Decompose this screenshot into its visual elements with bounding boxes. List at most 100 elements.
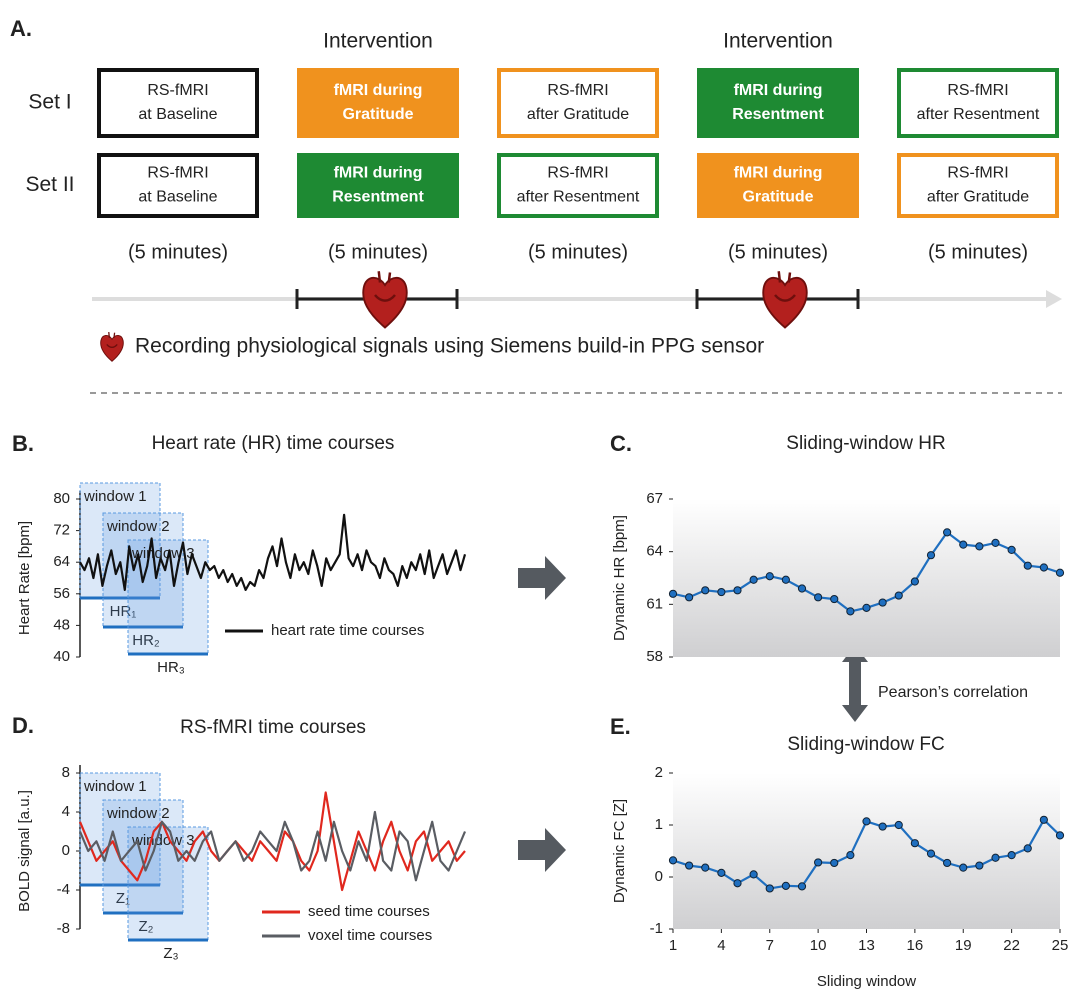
condition-text: RS-fMRI	[147, 165, 208, 182]
x-tick-label: 4	[717, 937, 725, 954]
flow-arrow	[518, 556, 566, 600]
legend-text: Recording physiological signals using Si…	[135, 335, 764, 358]
y-tick-label: 2	[655, 764, 663, 781]
point	[669, 590, 676, 597]
y-tick-label: 67	[646, 490, 663, 507]
point	[992, 539, 999, 546]
y-axis-label: BOLD signal [a.u.]	[16, 790, 33, 912]
point	[927, 850, 934, 857]
point	[944, 529, 951, 536]
point	[911, 578, 918, 585]
condition-text: fMRI during	[334, 165, 423, 182]
point	[976, 543, 983, 550]
point	[1008, 852, 1015, 859]
y-tick-label: 0	[62, 842, 70, 859]
point	[815, 859, 822, 866]
point	[911, 840, 918, 847]
condition-text: Gratitude	[742, 189, 813, 206]
point	[831, 595, 838, 602]
condition-text: fMRI during	[734, 165, 823, 182]
y-tick-label: -8	[57, 920, 70, 937]
point	[766, 885, 773, 892]
y-tick-label: -4	[57, 881, 70, 898]
condition-text: RS-fMRI	[547, 82, 608, 99]
point	[734, 587, 741, 594]
point	[782, 882, 789, 889]
y-tick-label: 72	[53, 522, 70, 539]
chart-title: Sliding-window FC	[787, 734, 944, 755]
heart-icon	[763, 271, 807, 327]
duration-label: (5 minutes)	[728, 241, 828, 263]
panel-label: E.	[610, 714, 631, 739]
condition-box	[499, 70, 657, 136]
intervention-label: Intervention	[323, 30, 433, 53]
x-tick-label: 22	[1003, 937, 1020, 954]
condition-text: RS-fMRI	[547, 165, 608, 182]
point	[734, 880, 741, 887]
y-axis-label: Heart Rate [bpm]	[16, 521, 33, 635]
point	[798, 585, 805, 592]
point	[1008, 546, 1015, 553]
y-axis-label: Dynamic FC [Z]	[611, 799, 628, 903]
y-tick-label: 61	[646, 595, 663, 612]
duration-label: (5 minutes)	[528, 241, 628, 263]
point	[879, 599, 886, 606]
panel-label: C.	[610, 431, 632, 456]
point	[669, 857, 676, 864]
heart-icon	[101, 332, 124, 361]
y-tick-label: 0	[655, 868, 663, 885]
point	[847, 608, 854, 615]
y-tick-label: -1	[650, 920, 663, 937]
point	[992, 854, 999, 861]
point	[782, 576, 789, 583]
condition-box	[699, 70, 857, 136]
duration-label: (5 minutes)	[328, 241, 428, 263]
chart-title: Heart rate (HR) time courses	[152, 433, 395, 454]
condition-text: Gratitude	[342, 106, 413, 123]
window-label: window 1	[83, 778, 147, 795]
point	[831, 859, 838, 866]
condition-text: after Resentment	[517, 189, 640, 206]
condition-text: at Baseline	[138, 106, 217, 123]
timeline-arrow	[1046, 290, 1062, 308]
panel-label: D.	[12, 713, 34, 738]
point	[750, 871, 757, 878]
x-tick-label: 25	[1052, 937, 1069, 954]
point	[1040, 564, 1047, 571]
point	[895, 821, 902, 828]
point	[1024, 562, 1031, 569]
heart-icon	[363, 271, 407, 327]
condition-box	[899, 70, 1057, 136]
condition-text: at Baseline	[138, 189, 217, 206]
point	[1056, 569, 1063, 576]
window-label: window 2	[106, 518, 170, 535]
y-tick-label: 48	[53, 616, 70, 633]
chart-title: Sliding-window HR	[786, 433, 945, 454]
point	[1024, 845, 1031, 852]
condition-text: RS-fMRI	[947, 82, 1008, 99]
point	[927, 552, 934, 559]
figure: A. Recording physiological signals using…	[0, 0, 1075, 993]
point	[686, 862, 693, 869]
window-label: window 3	[131, 832, 195, 849]
y-tick-label: 4	[62, 803, 70, 820]
point	[847, 852, 854, 859]
y-tick-label: 80	[53, 490, 70, 507]
point	[702, 864, 709, 871]
correlation-label: Pearson’s correlation	[878, 684, 1028, 701]
point	[879, 823, 886, 830]
x-tick-label: 19	[955, 937, 972, 954]
intervention-label: Intervention	[723, 30, 833, 53]
condition-text: after Gratitude	[927, 189, 1029, 206]
point	[702, 587, 709, 594]
point	[960, 541, 967, 548]
window-value-label: Z₃	[163, 945, 178, 962]
panel-label: B.	[12, 431, 34, 456]
point	[718, 869, 725, 876]
chart-title: RS-fMRI time courses	[180, 717, 366, 738]
point	[798, 883, 805, 890]
condition-text: Resentment	[732, 106, 824, 123]
plot-area	[673, 773, 1060, 929]
window-label: window 1	[83, 488, 147, 505]
point	[895, 592, 902, 599]
